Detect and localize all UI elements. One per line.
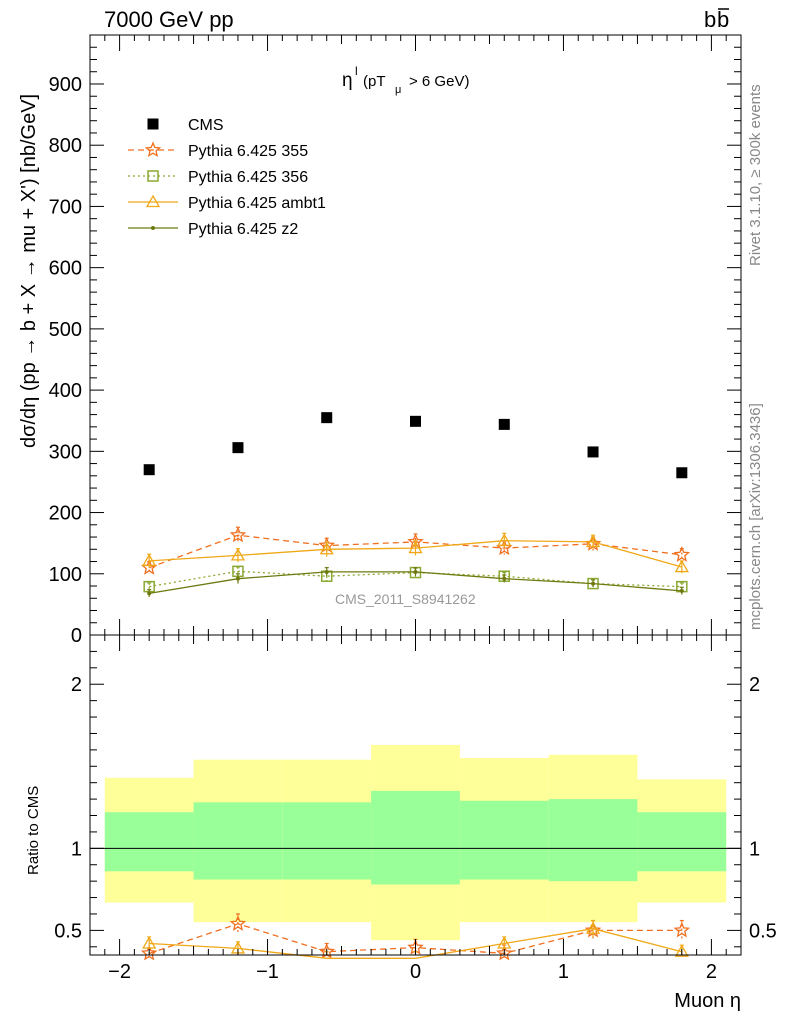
top-series-pythia-6-425-ambt1-point — [497, 533, 512, 546]
top-series-pythia-6-425-ambt1-point — [319, 541, 334, 555]
top-series-cms-point — [587, 446, 599, 458]
ratio-band-green — [193, 802, 283, 880]
ratio-series-pythia-6-425-ambt1-point — [674, 944, 689, 957]
ratio-band-green — [371, 790, 460, 885]
top-series-pythia-6-425-z2-point — [324, 569, 329, 574]
bottom-ylabel: Ratio to CMS — [25, 786, 42, 875]
ratio-band-green — [459, 800, 549, 880]
top-ytick-label: 900 — [49, 74, 82, 96]
ratio-band-green — [637, 812, 727, 872]
bottom-xtick-label: 1 — [558, 961, 569, 983]
top-ytick-label: 0 — [71, 625, 82, 647]
legend-marker — [151, 226, 155, 230]
cut-eta: η — [342, 70, 353, 91]
top-panel-series — [140, 412, 691, 598]
top-series-pythia-6-425-z2-point — [413, 569, 418, 574]
legend-marker — [147, 118, 159, 130]
ratio-band-green — [548, 799, 638, 882]
bottom-xtick-label: −1 — [256, 961, 279, 983]
ratio-band-green — [282, 802, 372, 880]
legend-label: Pythia 6.425 356 — [188, 169, 308, 186]
legend-label: Pythia 6.425 ambt1 — [188, 195, 326, 212]
bottom-ytick-label: 1 — [71, 838, 82, 860]
top-ytick-label: 800 — [49, 135, 82, 157]
legend-label: Pythia 6.425 z2 — [188, 221, 298, 238]
header-right-b: b — [704, 7, 716, 32]
cut-sub: μ — [395, 84, 401, 96]
top-series-pythia-6-425-ambt1-point — [674, 559, 689, 573]
legend-label: CMS — [188, 117, 224, 134]
ratio-series-pythia-6-425-355-point — [496, 944, 513, 961]
cut-sup: l — [355, 64, 358, 78]
top-series-pythia-6-425-ambt1-point — [142, 553, 157, 567]
cut-rest: > 6 GeV) — [409, 73, 469, 90]
ratio-series-pythia-6-425-ambt1-point — [497, 936, 512, 949]
bottom-xtick-label: −2 — [108, 961, 131, 983]
bottom-ytick-label-right: 2 — [749, 674, 760, 696]
ratio-series-pythia-6-425-ambt1-point — [142, 936, 157, 949]
legend-label: Pythia 6.425 355 — [188, 143, 308, 160]
top-series-cms-point — [498, 418, 510, 430]
bottom-xtick-label: 2 — [706, 961, 717, 983]
bottom-ytick-label-right: 1 — [749, 838, 760, 860]
top-series-cms-point — [410, 415, 421, 427]
top-series-cms-point — [143, 464, 155, 476]
bottom-panel-ticks: 0.5 0.5 1 1 2 2 −2 −1 0 1 2 — [54, 635, 777, 983]
legend-marker — [145, 194, 161, 208]
ratio-series-pythia-6-425-355-point — [140, 944, 158, 961]
top-ytick-label: 100 — [49, 564, 82, 586]
bottom-ytick-label: 0.5 — [54, 920, 82, 942]
top-ytick-label: 500 — [49, 319, 82, 341]
side-mcplots: mcplots.cern.ch [arXiv:1306.3436] — [747, 403, 764, 630]
top-series-pythia-6-425-ambt1-point — [408, 540, 423, 554]
top-series-cms-point — [676, 467, 688, 479]
top-ytick-label: 200 — [49, 503, 82, 525]
top-ytick-label: 600 — [49, 258, 82, 280]
ratio-series-pythia-6-425-355-point — [673, 921, 691, 938]
top-ytick-label: 300 — [49, 441, 82, 463]
bottom-ytick-label-right: 0.5 — [749, 920, 777, 942]
top-series-cms-point — [232, 442, 244, 454]
ratio-series-pythia-6-425-ambt1-point — [585, 921, 601, 934]
top-series-pythia-6-425-z2-point — [147, 591, 152, 596]
legend-marker — [144, 141, 162, 158]
ratio-uncertainty-bands — [104, 744, 727, 941]
ratio-band-green — [104, 812, 194, 872]
top-series-pythia-6-425-ambt1-point — [585, 534, 601, 548]
top-ylabel: dσ/dη (pp → b + X → mu + X') [nb/GeV] — [18, 94, 40, 448]
bottom-xtick-label: 0 — [410, 961, 421, 983]
legend-marker — [147, 170, 159, 182]
top-ytick-label: 400 — [49, 380, 82, 402]
header-left: 7000 GeV pp — [104, 7, 234, 32]
top-ytick-label: 700 — [49, 196, 82, 218]
top-series-pythia-6-425-z2-point — [502, 576, 507, 581]
top-series-pythia-6-425-z2-point — [235, 576, 240, 581]
ratio-series-pythia-6-425-355-point — [229, 915, 247, 931]
watermark: CMS_2011_S8941262 — [335, 591, 476, 607]
cut-label: η l (pT μ > 6 GeV) — [342, 64, 469, 96]
cut-text: (pT — [363, 73, 386, 90]
top-panel-ticks: 0 100 200 300 400 500 600 700 800 900 — [49, 34, 742, 647]
header-right-bbar: b — [717, 7, 729, 32]
bottom-ytick-label: 2 — [71, 674, 82, 696]
header-right: b b — [704, 7, 729, 32]
top-series-pythia-6-425-z2-point — [679, 588, 684, 593]
top-series-pythia-6-425-355-point — [673, 546, 691, 562]
legend: CMS Pythia 6.425 355 Pythia 6.425 356 Pythi… — [128, 117, 326, 238]
bottom-xlabel: Muon η — [674, 990, 741, 1012]
side-rivet: Rivet 3.1.10, ≥ 300k events — [747, 84, 764, 266]
top-series-cms-point — [321, 412, 333, 424]
top-series-pythia-6-425-z2-point — [591, 581, 596, 586]
top-series-pythia-6-425-ambt1-point — [230, 548, 246, 561]
top-series-pythia-6-425-355-point — [229, 526, 247, 543]
